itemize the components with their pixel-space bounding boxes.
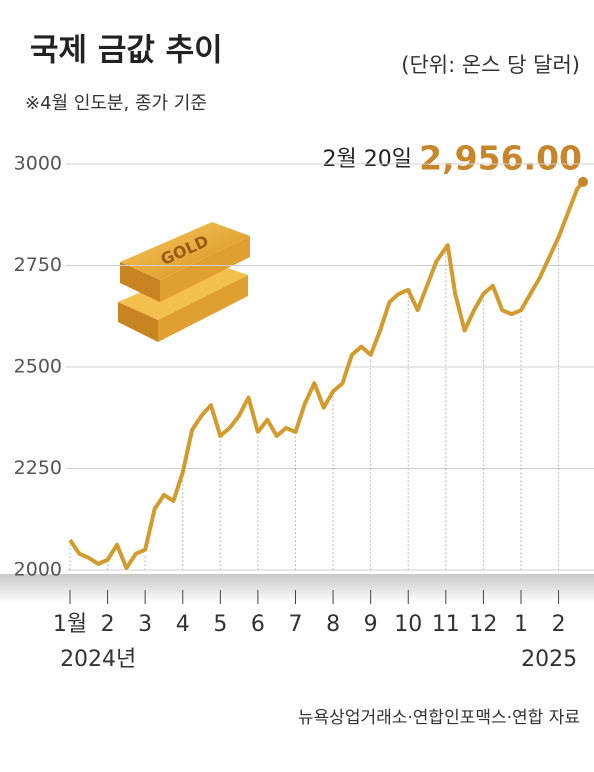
y-tick-label: 2000 (14, 559, 62, 581)
source: 뉴욕상업거래소·연합인포맥스·연합 자료 (298, 708, 580, 728)
x-tick-label: 5 (213, 612, 227, 637)
x-tick-label: 9 (364, 612, 378, 637)
gold-icon: GOLD (118, 222, 250, 342)
x-tick-label: 4 (176, 612, 190, 637)
x-tick-label: 6 (251, 612, 265, 637)
annotation-value: 2,956.00 (419, 139, 582, 178)
subtitle: ※4월 인도분, 종가 기준 (25, 93, 207, 114)
x-tick-label: 1월 (53, 612, 87, 637)
y-tick-label: 3000 (14, 153, 62, 175)
x-tick-label: 12 (469, 612, 497, 637)
year-label: 2024년 (60, 647, 136, 672)
annotation-date: 2월 20일 (323, 147, 412, 172)
year-label: 2025 (521, 647, 577, 672)
chart-title: 국제 금값 추이 (30, 33, 223, 69)
x-tick-label: 2 (101, 612, 115, 637)
x-tick-label: 8 (326, 612, 340, 637)
y-tick-label: 2500 (14, 356, 62, 378)
x-tick-label: 7 (288, 612, 302, 637)
x-tick-label: 11 (432, 612, 460, 637)
x-tick-label: 2 (552, 612, 566, 637)
x-tick-label: 10 (394, 612, 422, 637)
x-tick-label: 3 (138, 612, 152, 637)
axis-band (0, 574, 594, 604)
y-tick-label: 2750 (14, 254, 62, 276)
unit: (단위: 온스 당 달러) (401, 53, 580, 77)
x-tick-label: 1 (514, 612, 528, 637)
end-point (578, 176, 588, 187)
price-line (68, 180, 585, 570)
y-tick-label: 2250 (14, 457, 62, 479)
